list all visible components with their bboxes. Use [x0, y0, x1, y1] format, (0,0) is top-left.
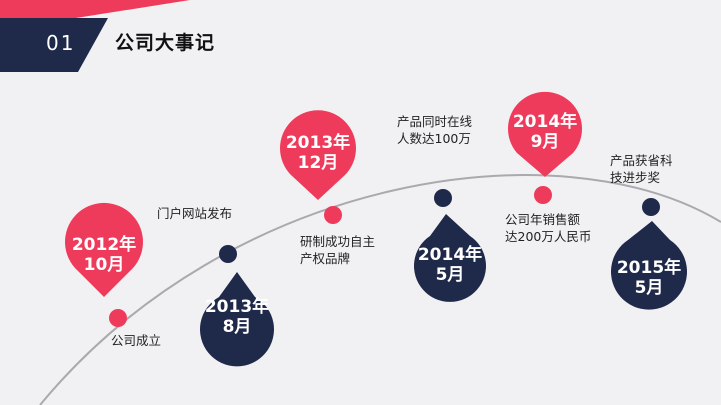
event-text: 公司成立	[111, 333, 161, 350]
milestone-2014-5	[414, 189, 486, 302]
event-line: 研制成功自主	[300, 234, 376, 249]
event-line: 产权品牌	[300, 250, 351, 266]
date-bubble	[65, 202, 143, 297]
page-title: 公司大事记	[115, 32, 216, 54]
header-navy-tab	[0, 18, 108, 72]
date-label: 2015年 5月	[607, 258, 691, 298]
event-line: 门户网站发布	[157, 206, 233, 221]
date-bubble	[414, 214, 486, 302]
date-month: 10月	[83, 254, 125, 275]
timeline-dot	[534, 186, 552, 204]
event-line: 产品同时在线	[397, 114, 473, 129]
event-text: 产品同时在线 人数达100万	[397, 114, 472, 148]
timeline-dot	[324, 206, 342, 224]
date-label: 2014年 9月	[503, 112, 587, 152]
milestone-2012-10	[65, 202, 143, 327]
timeline-dot	[642, 198, 660, 216]
milestone-2013-8	[200, 245, 274, 367]
date-month: 12月	[297, 152, 339, 173]
timeline-dot	[434, 189, 452, 207]
date-bubble	[508, 91, 582, 177]
date-month: 8月	[222, 316, 252, 337]
date-label: 2012年 10月	[62, 235, 146, 275]
event-line: 人数达100万	[397, 130, 471, 146]
milestone-2014-9	[508, 91, 582, 204]
timeline-dot	[219, 245, 237, 263]
date-bubble	[611, 221, 687, 310]
timeline-curve	[39, 174, 721, 405]
date-month: 5月	[435, 264, 465, 285]
date-label: 2013年 8月	[195, 297, 279, 337]
date-bubble	[280, 110, 356, 200]
date-label: 2014年 5月	[408, 245, 492, 285]
event-line: 公司年销售额	[505, 212, 581, 227]
event-text: 公司年销售额 达200万人民币	[505, 212, 591, 246]
date-year: 2012年	[71, 235, 137, 255]
date-year: 2013年	[204, 297, 270, 317]
event-line: 产品获省科	[610, 153, 673, 168]
milestone-2013-12	[280, 110, 356, 224]
date-month: 5月	[634, 277, 664, 298]
event-line: 公司成立	[111, 333, 162, 348]
date-year: 2015年	[616, 258, 682, 278]
event-text: 门户网站发布	[157, 206, 232, 223]
event-line: 技进步奖	[610, 169, 661, 185]
date-year: 2013年	[285, 133, 351, 153]
timeline-dot	[109, 309, 127, 327]
date-year: 2014年	[417, 245, 483, 265]
date-year: 2014年	[512, 112, 578, 132]
event-text: 研制成功自主 产权品牌	[300, 234, 375, 268]
date-label: 2013年 12月	[276, 133, 360, 173]
event-line: 达200万人民币	[505, 228, 592, 244]
date-month: 9月	[530, 131, 560, 152]
section-number: 01	[46, 31, 76, 55]
date-bubble	[200, 272, 274, 367]
milestone-2015-5	[611, 198, 687, 310]
event-text: 产品获省科 技进步奖	[610, 153, 673, 187]
